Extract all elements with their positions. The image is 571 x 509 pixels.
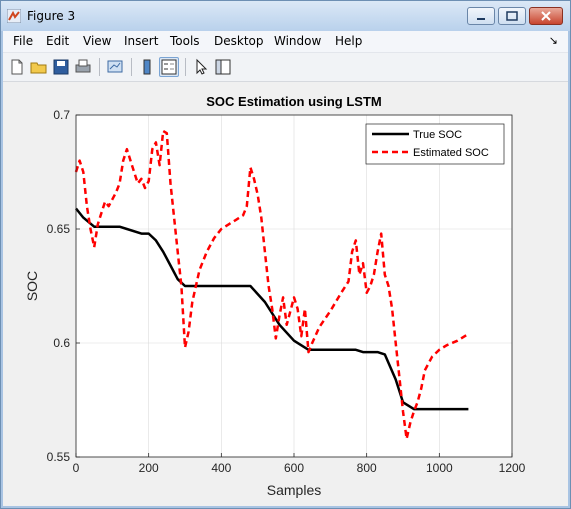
maximize-icon — [506, 11, 518, 21]
plot-canvas: 0 200 400 600 800 1000 1200 0.55 0.6 0.65 0.7 SOC … — [24, 94, 526, 498]
new-figure-icon — [11, 59, 23, 75]
legend-label-true-soc: True SOC — [413, 129, 462, 141]
window-title: Figure 3 — [27, 9, 76, 23]
y-tick-label: 0.55 — [47, 450, 71, 464]
minimize-button[interactable] — [467, 7, 495, 25]
plot-lines — [74, 129, 470, 441]
legend-label-estimated-soc: Estimated SOC — [413, 147, 489, 159]
menu-file[interactable]: File — [13, 34, 34, 48]
figure-toolbar — [3, 53, 568, 82]
menu-tools[interactable]: Tools — [170, 34, 200, 48]
legend-box — [365, 123, 505, 165]
legend[interactable]: True SOC Estimated SOC — [365, 123, 505, 165]
edit-plot-arrow-icon — [196, 58, 208, 75]
series-line-estimated-soc[interactable] — [74, 129, 470, 441]
insert-legend-button[interactable] — [159, 57, 179, 77]
y-tick-label: 0.65 — [47, 222, 71, 236]
menu-insert[interactable]: Insert — [124, 34, 159, 48]
x-tick-label: 200 — [139, 461, 159, 475]
menu-window[interactable]: Window — [274, 34, 322, 48]
menu-bar: File Edit View Insert Tools Desktop Wind… — [3, 31, 568, 53]
y-tick-label: 0.7 — [53, 108, 70, 122]
insert-colorbar-button[interactable] — [137, 57, 157, 77]
dock-figure-arrow-icon[interactable]: ↘ — [548, 35, 558, 47]
menu-help[interactable]: Help — [335, 34, 363, 48]
y-tick-label: 0.6 — [53, 336, 70, 350]
open-file-button[interactable] — [29, 57, 49, 77]
minimize-icon — [477, 18, 485, 20]
x-tick-label: 0 — [73, 461, 80, 475]
x-tick-label: 600 — [284, 461, 304, 475]
menu-view[interactable]: View — [83, 34, 112, 48]
y-axis-label: SOC — [24, 271, 40, 301]
chart-title: SOC Estimation using LSTM — [206, 94, 382, 109]
menu-desktop[interactable]: Desktop — [214, 34, 264, 48]
axis-ticks: 0 200 400 600 800 1000 1200 0.55 0.6 0.65 0.7 — [47, 108, 526, 475]
maximize-button[interactable] — [498, 7, 526, 25]
matlab-figure-icon — [7, 9, 21, 23]
toolbar-separator — [99, 58, 100, 76]
close-button[interactable] — [529, 7, 563, 25]
link-plot-icon — [107, 60, 123, 73]
toolbar-separator — [185, 58, 186, 76]
print-icon — [75, 59, 91, 73]
save-button[interactable] — [51, 57, 71, 77]
open-file-icon — [30, 62, 47, 74]
insert-colorbar-icon — [143, 59, 151, 75]
link-plot-button[interactable] — [105, 57, 125, 77]
x-tick-label: 1000 — [426, 461, 453, 475]
print-button[interactable] — [73, 57, 93, 77]
figure-area: 0 200 400 600 800 1000 1200 0.55 0.6 0.65 0.7 SOC … — [3, 82, 568, 506]
x-tick-label: 1200 — [499, 461, 526, 475]
menu-edit[interactable]: Edit — [46, 34, 70, 48]
property-inspector-button[interactable] — [213, 57, 233, 77]
property-inspector-icon — [215, 59, 231, 75]
insert-legend-icon — [161, 59, 177, 75]
title-bar[interactable]: Figure 3 — [1, 1, 570, 31]
x-axis-label: Samples — [267, 482, 321, 498]
x-tick-label: 800 — [357, 461, 377, 475]
close-icon — [541, 11, 551, 21]
edit-plot-button[interactable] — [191, 57, 211, 77]
series-line-true-soc[interactable] — [75, 207, 469, 411]
x-tick-label: 400 — [211, 461, 231, 475]
save-icon — [53, 59, 69, 75]
new-figure-button[interactable] — [7, 57, 27, 77]
toolbar-separator — [131, 58, 132, 76]
